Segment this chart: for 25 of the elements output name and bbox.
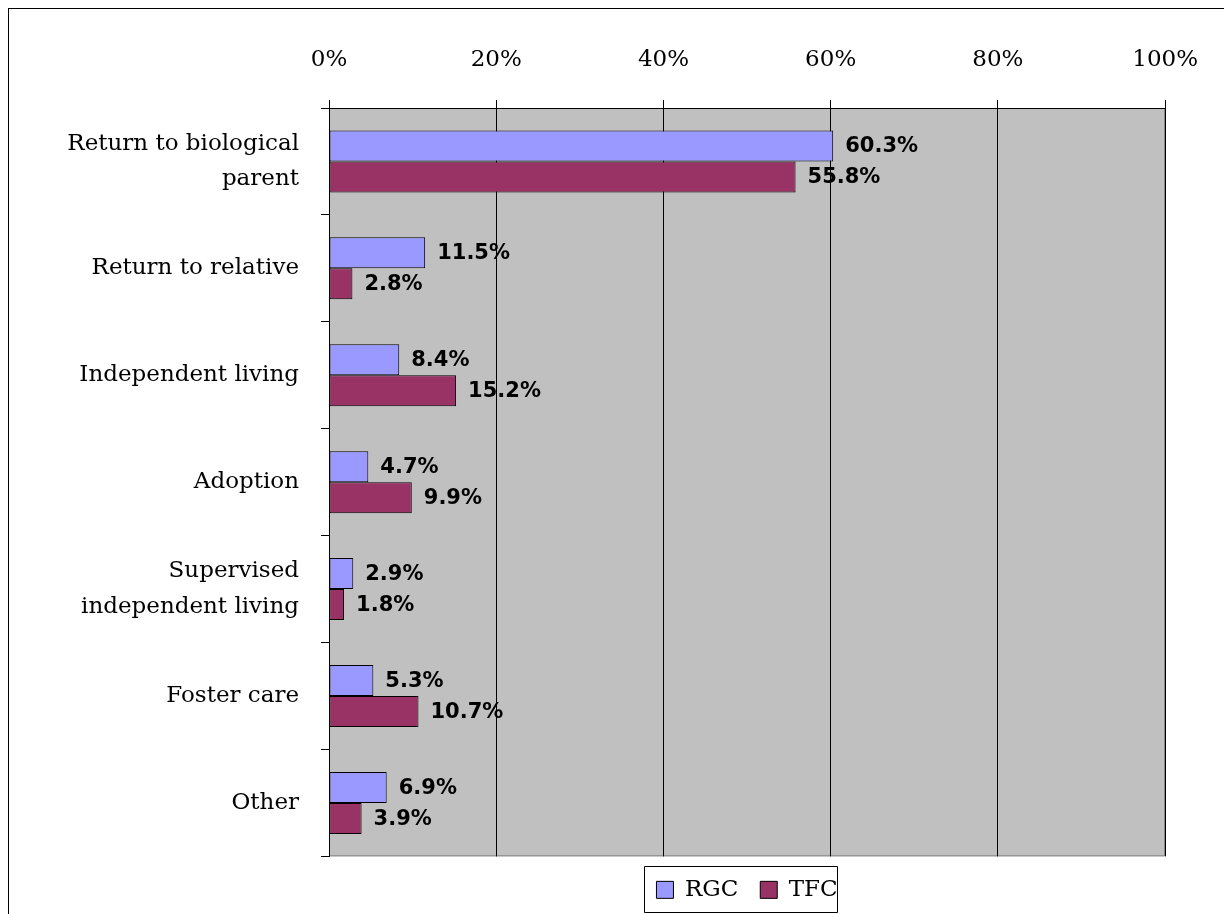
data-label: 9.9% [423, 485, 483, 510]
y-tick-label: Independent living [79, 360, 300, 387]
x-tick-label: 60% [805, 45, 857, 72]
y-tick-label: Foster care [166, 680, 299, 707]
data-label: 1.8% [356, 592, 415, 617]
x-tick-label: 100% [1132, 45, 1199, 72]
y-tick-label: Return to biological parent [67, 128, 300, 191]
x-tick-label: 20% [470, 45, 522, 72]
y-tick-label: Other [231, 787, 299, 814]
x-tick-label: 40% [637, 45, 690, 72]
data-label: 6.9% [398, 774, 457, 799]
data-label: 60.3% [845, 133, 919, 158]
data-label: 4.7% [380, 454, 439, 479]
data-label: 8.4% [411, 347, 470, 372]
legend-label: TFC [788, 874, 838, 901]
legend-label: RGC [684, 874, 739, 901]
data-label: 5.3% [385, 667, 444, 692]
y-tick-label: Supervised independent living [81, 556, 300, 618]
x-tick-label: 0% [310, 45, 348, 72]
data-label: 2.9% [365, 561, 424, 586]
data-label: 3.9% [373, 805, 432, 830]
y-tick-label: Return to relative [91, 253, 299, 280]
x-tick-label: 80% [972, 45, 1024, 72]
data-label: 2.8% [364, 271, 423, 296]
y-tick-label: Adoption [192, 467, 300, 494]
